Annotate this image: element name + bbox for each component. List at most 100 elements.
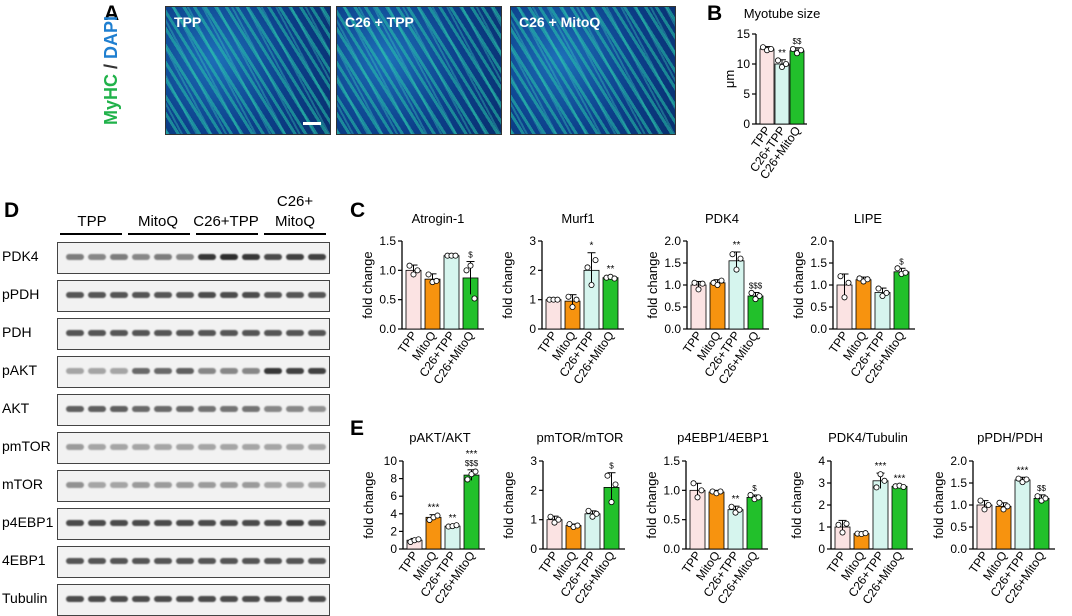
micrograph-c26-tpp: C26 + TPP [336, 6, 502, 135]
blot-row [57, 432, 330, 464]
y-axis-label: fold change [645, 251, 660, 318]
blot-band [66, 520, 84, 526]
blot-band [132, 444, 150, 450]
y-tick-label: 0.5 [950, 520, 967, 534]
data-point [593, 510, 600, 517]
blot-row [57, 394, 330, 426]
blot-band [220, 520, 238, 526]
blot-band [308, 596, 326, 602]
blot-band [242, 406, 260, 412]
blot-band [176, 330, 194, 336]
y-axis-label: fold change [791, 251, 806, 318]
data-point [690, 480, 697, 487]
blot-band [154, 254, 172, 260]
blot-band [154, 558, 172, 564]
y-tick-label: 0.0 [810, 322, 827, 336]
chart-title: PDK4/Tubulin [828, 430, 908, 445]
y-tick-label: 5 [743, 87, 750, 101]
blot-band [308, 330, 326, 336]
blot-band [242, 444, 260, 450]
blot-band [286, 558, 304, 564]
y-tick-label: 2 [818, 498, 825, 512]
blot-band [308, 368, 326, 374]
bar [602, 277, 619, 330]
bar [1014, 479, 1031, 550]
significance-label: $ [609, 462, 614, 471]
data-point [604, 472, 611, 479]
blot-band [154, 596, 172, 602]
scale-bar [303, 122, 321, 125]
blot-band [176, 368, 194, 374]
y-tick-label: 10 [384, 454, 398, 468]
blot-band [132, 368, 150, 374]
bar [424, 278, 441, 330]
blot-band [132, 292, 150, 298]
blot-band [132, 406, 150, 412]
data-point [883, 289, 890, 296]
blot-band [220, 596, 238, 602]
data-point [611, 275, 618, 282]
data-point [894, 265, 901, 272]
blot-band [132, 330, 150, 336]
blot-band [110, 368, 128, 374]
data-point [845, 279, 852, 286]
bar [789, 50, 805, 125]
data-point [985, 501, 992, 508]
y-tick-label: 0 [743, 117, 750, 131]
y-tick-label: 1.5 [663, 454, 680, 468]
blot-band [220, 254, 238, 260]
blot-band [308, 520, 326, 526]
significance-label: ** [778, 48, 786, 59]
panel-label-b: B [707, 2, 723, 25]
blot-band [110, 406, 128, 412]
y-tick-label: 3 [530, 454, 537, 468]
data-point [717, 488, 724, 495]
micrograph-tpp: TPP [165, 6, 331, 135]
data-point [714, 281, 721, 288]
blot-band [154, 482, 172, 488]
y-tick-label: 0.0 [950, 542, 967, 556]
data-point [837, 273, 844, 280]
data-point [589, 513, 596, 520]
blot-band [198, 368, 216, 374]
blot-band [286, 596, 304, 602]
blot-row [57, 318, 330, 350]
blot-band [264, 330, 282, 336]
significance-label: $ [752, 484, 757, 493]
data-point [902, 269, 909, 276]
panel-label-c: C [350, 199, 366, 222]
data-point [981, 506, 988, 513]
blot-band [110, 482, 128, 488]
panel-label-e: E [350, 417, 365, 440]
significance-label: $ [899, 257, 904, 266]
data-point [729, 251, 736, 258]
blot-band [242, 330, 260, 336]
data-point [877, 471, 884, 478]
blot-band [176, 596, 194, 602]
significance-label: $ [468, 251, 473, 260]
data-point [566, 521, 573, 528]
data-point [471, 295, 478, 302]
y-tick-label: 15 [737, 27, 751, 41]
data-point [415, 536, 422, 543]
data-point [410, 271, 417, 278]
y-axis-label: fold change [501, 471, 516, 538]
blot-band [308, 558, 326, 564]
blot-band [198, 292, 216, 298]
blot-band [176, 558, 194, 564]
blot-row-label: p4EBP1 [2, 514, 54, 530]
blot-band [198, 330, 216, 336]
y-tick-label: 1.5 [810, 256, 827, 270]
data-point [569, 303, 576, 310]
blot-band [132, 520, 150, 526]
chart-title: Myotube size [744, 6, 821, 21]
blot-band [264, 482, 282, 488]
blot-band [220, 558, 238, 564]
blot-band [264, 520, 282, 526]
blot-band [110, 558, 128, 564]
data-point [873, 484, 880, 491]
blot-band [176, 520, 194, 526]
bar [893, 271, 910, 330]
